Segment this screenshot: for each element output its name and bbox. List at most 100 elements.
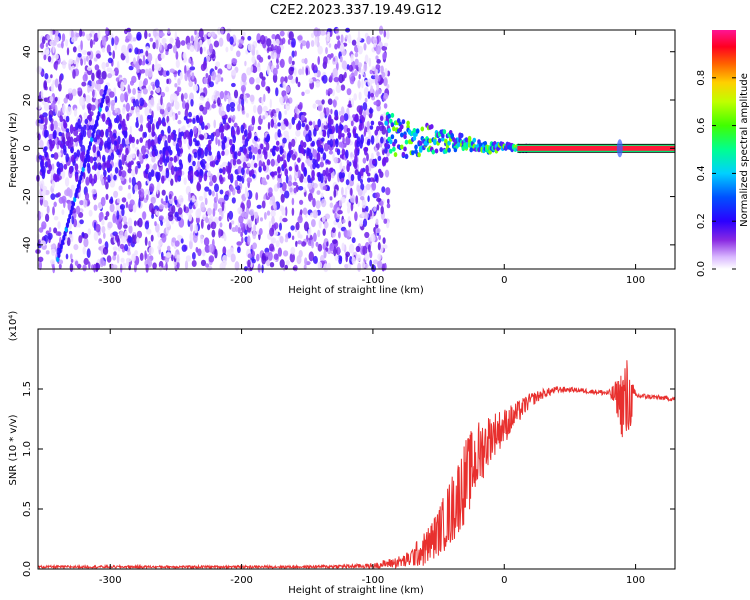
spectrogram-cell — [329, 243, 335, 252]
spectrogram-cell — [333, 189, 337, 198]
spectrogram-cell — [360, 196, 365, 201]
signal-cell — [420, 126, 425, 132]
spectrogram-cell — [65, 115, 70, 123]
spectrogram-cell — [53, 227, 58, 234]
spectrogram-cell — [338, 73, 344, 84]
spectrogram-cell — [232, 158, 237, 166]
spectrogram-cell — [38, 227, 44, 233]
spectrogram-cell — [339, 161, 343, 171]
spectrogram-cell — [277, 247, 282, 257]
spectrogram-cell — [167, 125, 171, 134]
spectrogram-cell — [197, 248, 202, 257]
spectrogram-cell — [276, 63, 280, 70]
spectrogram-cell — [237, 207, 243, 215]
spectrogram-cell — [121, 106, 126, 115]
spectrogram-cell — [92, 144, 97, 154]
spectrogram-cell — [307, 182, 313, 190]
spectrogram-cell — [252, 230, 257, 240]
spectrogram-cell — [276, 181, 281, 189]
spectrogram-cell — [94, 82, 99, 90]
spectrogram-cell — [355, 195, 359, 205]
spectrogram-cell — [378, 234, 381, 241]
spectrogram-cell — [193, 233, 198, 243]
signal-cell — [412, 128, 417, 133]
spectrogram-cell — [217, 154, 221, 160]
spectrogram-cell — [224, 90, 228, 96]
spectrogram-cell — [102, 246, 109, 255]
spectrogram-cell — [383, 218, 388, 224]
spectrogram-cell — [363, 146, 368, 156]
spectrogram-cell — [361, 261, 366, 270]
spectrogram-cell — [266, 174, 270, 180]
spectrogram-cell — [261, 200, 266, 209]
spectrogram-cell — [120, 263, 123, 273]
spectrogram-cell — [238, 215, 244, 224]
spectrogram-cell — [230, 44, 234, 52]
spectrogram-cell — [95, 223, 101, 233]
signal-cell — [459, 133, 464, 138]
signal-cell — [401, 151, 406, 157]
spectrogram-cell — [346, 88, 352, 96]
spectrogram-cell — [362, 157, 367, 164]
spectrogram-cell — [354, 70, 358, 77]
spectrogram-cell — [298, 101, 303, 112]
spectrogram-cell — [369, 250, 373, 259]
spectrogram-cell — [158, 260, 164, 269]
spectrogram-cell — [84, 192, 90, 201]
spectrogram-cell — [325, 89, 329, 96]
spectrogram-cell — [343, 113, 349, 122]
spectrogram-cell — [83, 257, 89, 266]
spectrogram-cell — [313, 232, 317, 242]
signal-cell — [393, 138, 398, 144]
spectrogram-cell — [38, 154, 43, 160]
spectrogram-cell — [302, 141, 307, 148]
spectrogram-cell — [169, 93, 174, 104]
spectrogram-cell — [255, 253, 260, 262]
spectrogram-cell — [262, 180, 268, 186]
spectrogram-cell — [75, 122, 79, 131]
spectrogram-cell — [189, 128, 194, 138]
spectrogram-cell — [266, 65, 270, 76]
spectrogram-cell — [177, 78, 181, 86]
spectrogram-cell — [290, 149, 294, 155]
spectrogram-cell — [215, 61, 221, 68]
signal-cell — [461, 146, 466, 152]
spectrogram-cell — [152, 28, 157, 37]
spectrogram-cell — [198, 134, 204, 140]
spectrogram-cell — [335, 138, 339, 144]
spectrogram-cell — [270, 44, 274, 52]
spectrogram-cell — [377, 242, 381, 251]
spectrogram-cell — [328, 167, 333, 174]
spectrogram-cell — [247, 132, 251, 140]
spectrogram-cell — [205, 72, 209, 79]
spectrogram-x-tick-label: 0 — [501, 275, 507, 286]
spectrogram-cell — [145, 46, 150, 51]
spectrogram-cell — [283, 250, 289, 257]
spectrogram-cell — [68, 221, 72, 230]
spectrogram-cell — [369, 209, 373, 217]
spectrogram-cell — [128, 134, 133, 144]
spectrogram-cell — [291, 197, 295, 206]
spectrogram-cell — [155, 223, 160, 233]
spectrogram-cell — [299, 209, 303, 216]
spectrogram-cell — [107, 221, 113, 229]
spectrogram-cell — [98, 238, 102, 245]
spectrogram-cell — [43, 80, 47, 89]
spectrogram-cell — [102, 162, 106, 171]
spectrogram-cell — [260, 34, 266, 45]
spectrogram-cell — [199, 160, 204, 166]
spectrogram-cell — [145, 263, 149, 273]
spectrogram-cell — [79, 152, 84, 161]
spectrogram-cell — [138, 152, 143, 161]
spectrogram-cell — [155, 210, 160, 216]
spectrogram-cell — [129, 199, 135, 206]
spectrogram-cell — [112, 246, 118, 251]
spectrogram-cell — [295, 76, 299, 84]
spectrogram-cell — [281, 181, 287, 192]
spectrogram-cell — [198, 146, 202, 157]
spectrogram-cell — [156, 185, 159, 195]
spectrogram-cell — [341, 133, 345, 138]
spectrogram-cell — [53, 152, 59, 160]
spectrogram-cell — [327, 160, 331, 165]
spectrogram-cell — [175, 39, 181, 49]
